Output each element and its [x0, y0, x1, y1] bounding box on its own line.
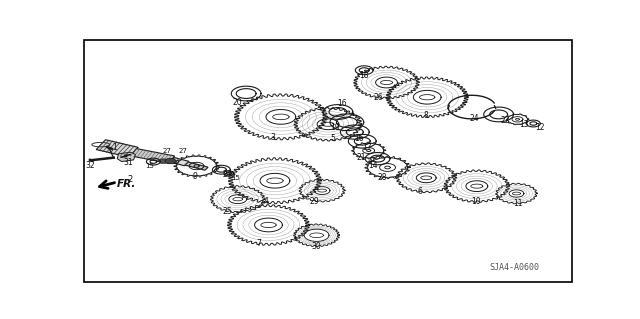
Text: 20: 20 [233, 98, 243, 107]
Text: SJA4-A0600: SJA4-A0600 [489, 263, 539, 272]
Text: 22: 22 [501, 116, 510, 125]
Polygon shape [158, 159, 168, 163]
Text: 27: 27 [178, 148, 187, 154]
Text: 15: 15 [145, 164, 154, 169]
Text: 6: 6 [417, 187, 422, 196]
Text: 17: 17 [362, 143, 371, 152]
Text: 29: 29 [310, 197, 319, 206]
Text: 24: 24 [470, 114, 479, 123]
Text: 21: 21 [357, 153, 367, 162]
Text: 5: 5 [330, 135, 335, 144]
Text: 18: 18 [360, 71, 369, 80]
Text: 31: 31 [124, 158, 133, 167]
Text: 23: 23 [223, 170, 232, 179]
Polygon shape [117, 152, 136, 162]
Polygon shape [165, 159, 177, 164]
Polygon shape [96, 140, 138, 157]
Text: 12: 12 [536, 123, 545, 132]
Text: 10: 10 [471, 197, 481, 206]
Text: 2: 2 [127, 175, 132, 184]
Text: 9: 9 [193, 172, 198, 181]
Text: 16: 16 [337, 99, 347, 108]
Text: 25: 25 [223, 207, 232, 216]
Text: 30: 30 [312, 241, 321, 251]
Text: 16: 16 [354, 135, 364, 144]
Text: 7: 7 [256, 239, 261, 248]
Text: 1: 1 [113, 143, 117, 152]
Polygon shape [185, 162, 208, 170]
Polygon shape [170, 158, 189, 166]
Text: 4: 4 [264, 197, 268, 206]
Polygon shape [131, 149, 175, 163]
Text: 19: 19 [330, 123, 340, 132]
Text: 28: 28 [378, 173, 387, 182]
Text: 3: 3 [270, 133, 275, 142]
Text: 8: 8 [423, 111, 428, 120]
Text: 26: 26 [373, 93, 383, 102]
Text: 32: 32 [85, 161, 95, 170]
Text: 15: 15 [231, 175, 240, 181]
Text: 27: 27 [163, 148, 172, 154]
Text: 11: 11 [513, 199, 522, 208]
Text: FR.: FR. [117, 179, 136, 189]
Text: 13: 13 [519, 120, 529, 129]
Text: 14: 14 [368, 161, 378, 170]
